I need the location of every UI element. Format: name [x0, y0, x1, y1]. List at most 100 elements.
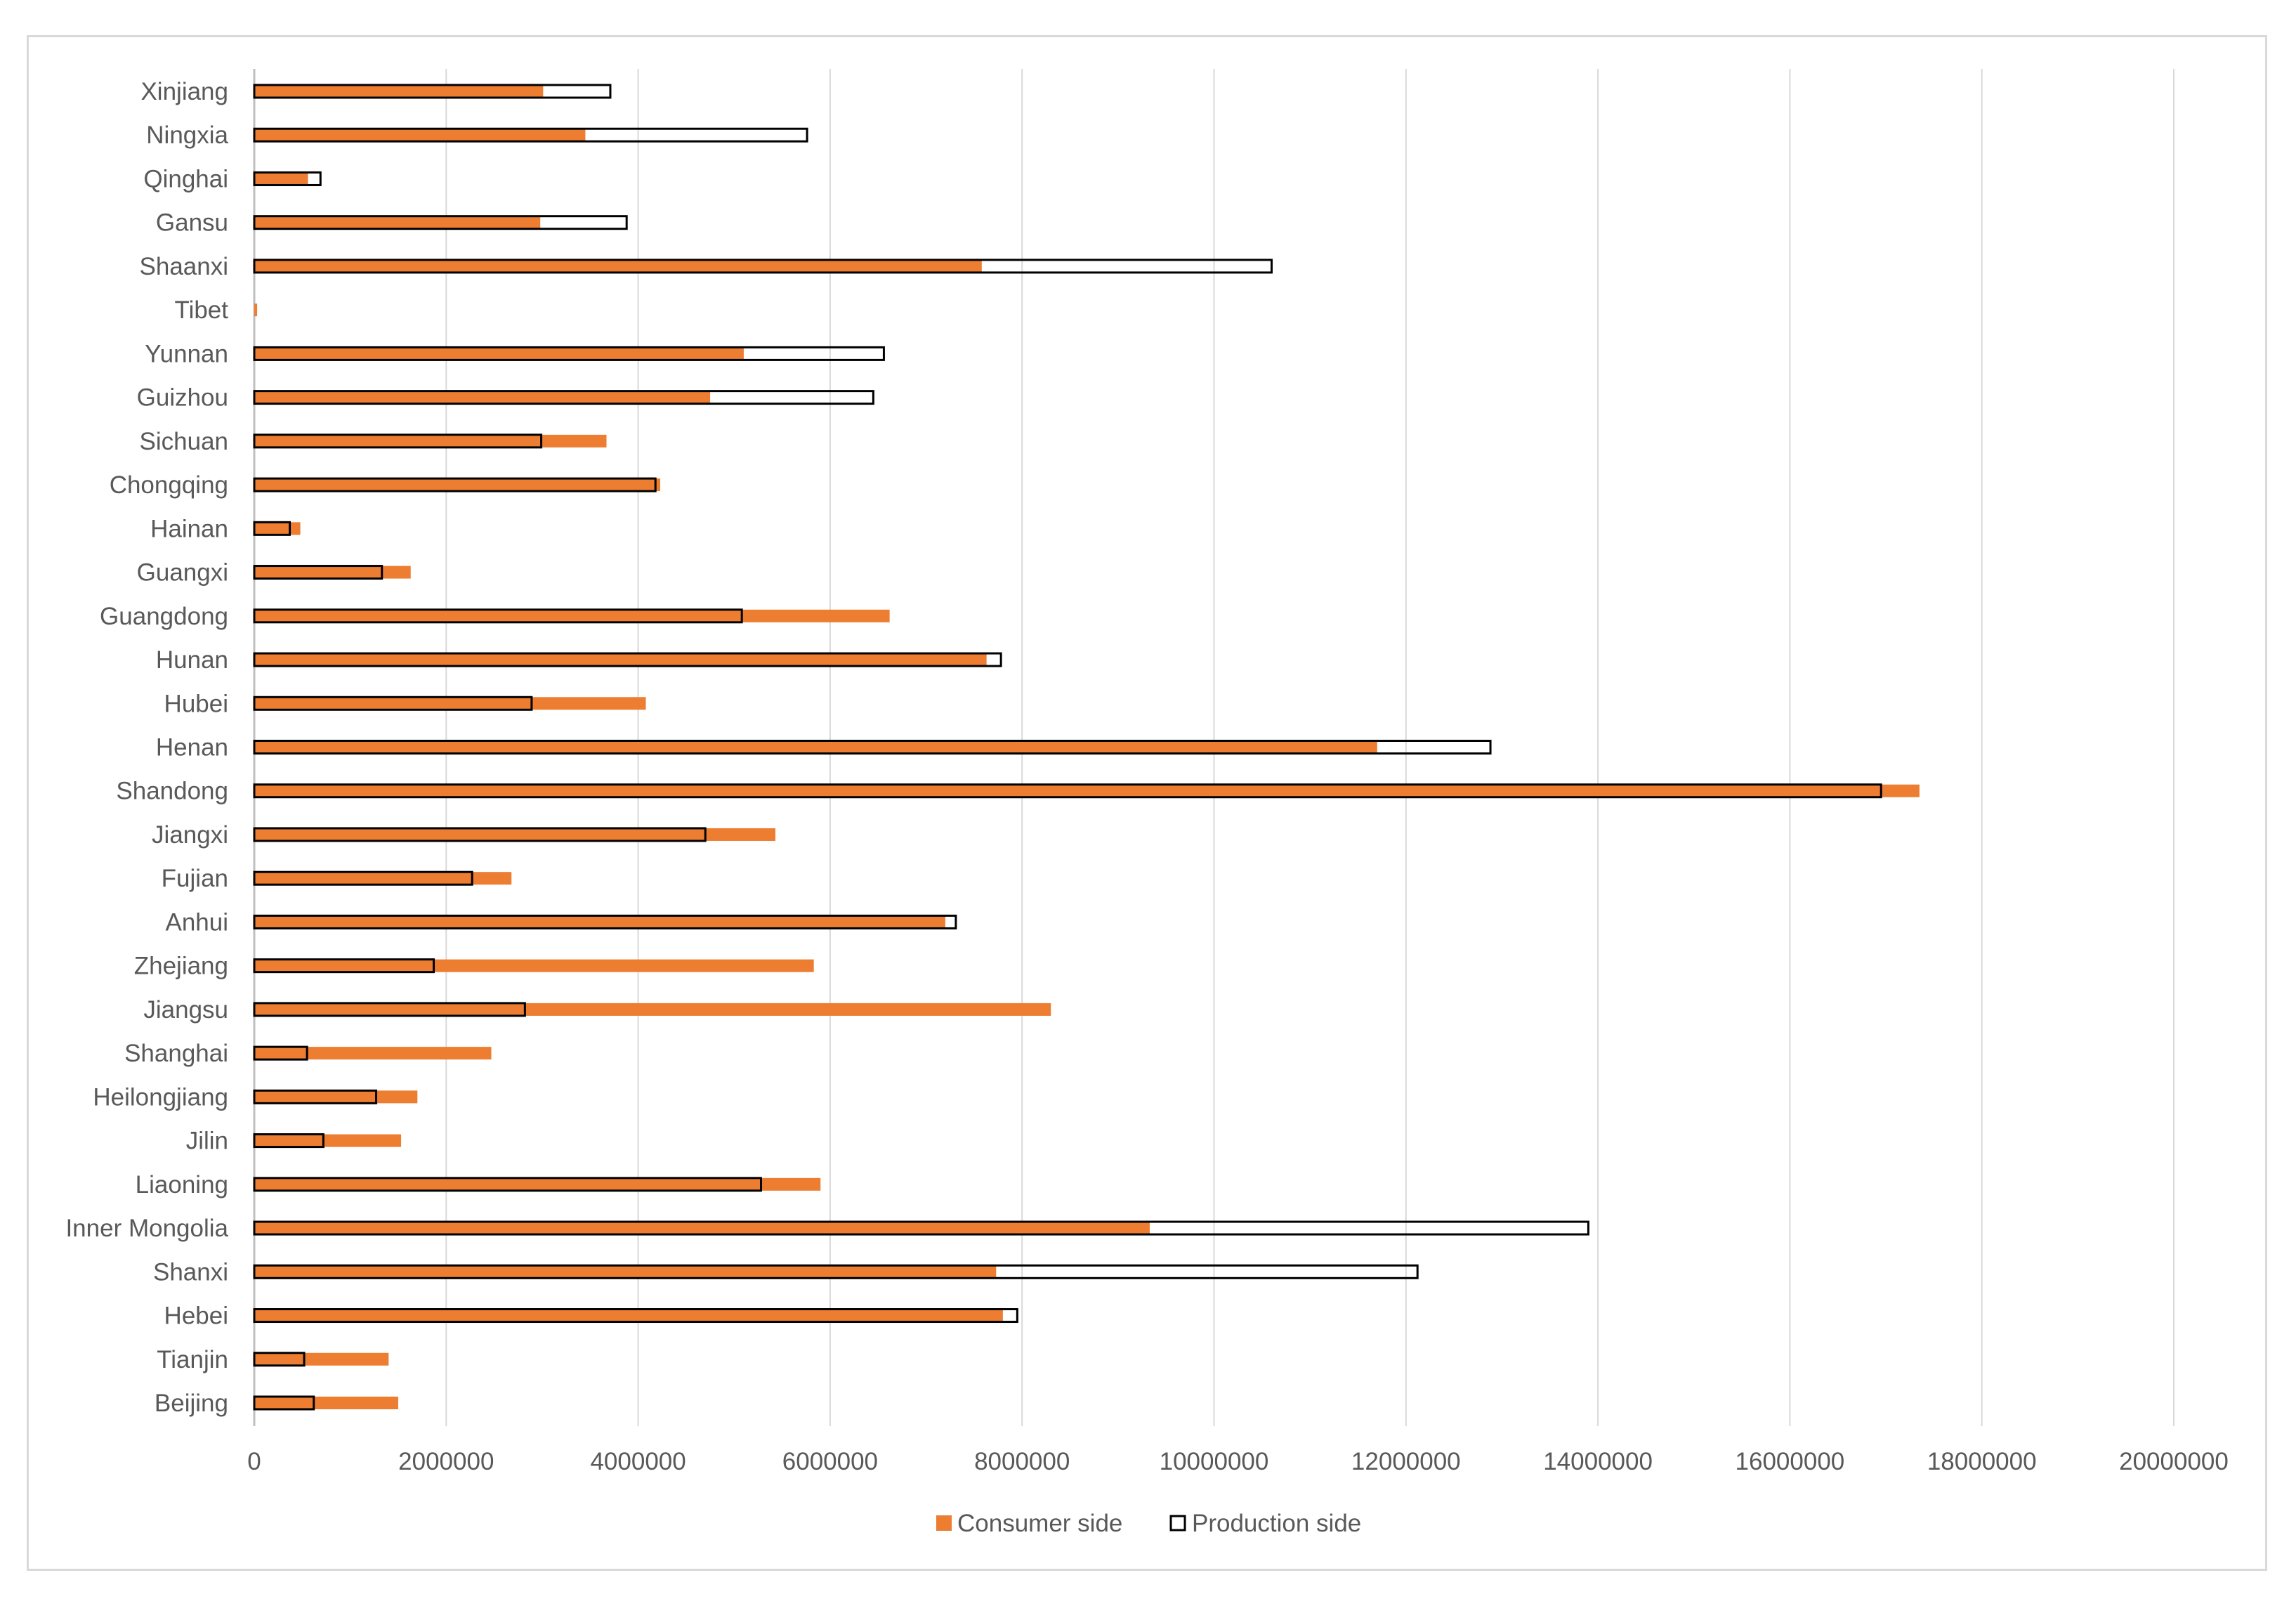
consumer-bar[interactable]	[254, 1090, 418, 1104]
bar-group-zhejiang[interactable]	[253, 958, 814, 974]
category-label: Anhui	[165, 908, 228, 936]
consumer-bar[interactable]	[254, 740, 1377, 754]
bar-group-jilin[interactable]	[253, 1133, 402, 1149]
bar-group-xinjiang[interactable]	[253, 84, 612, 99]
consumer-bar[interactable]	[254, 259, 982, 273]
production-bar[interactable]	[253, 1089, 378, 1104]
legend-item-consumer[interactable]: Consumer side	[936, 1510, 1122, 1537]
bar-group-sichuan[interactable]	[253, 433, 607, 449]
bar-group-fujian[interactable]	[253, 870, 512, 886]
bar-group-jiangxi[interactable]	[253, 827, 776, 842]
production-bar[interactable]	[253, 696, 533, 711]
consumer-bar[interactable]	[254, 391, 711, 404]
category-label: Heilongjiang	[93, 1083, 228, 1111]
legend-item-production[interactable]: Production side	[1169, 1510, 1361, 1537]
consumer-bar[interactable]	[254, 522, 301, 535]
consumer-bar[interactable]	[254, 478, 661, 492]
consumer-bar[interactable]	[254, 697, 646, 710]
production-bar[interactable]	[253, 958, 435, 974]
bar-group-jiangsu[interactable]	[253, 1002, 1051, 1017]
production-bar[interactable]	[253, 390, 874, 405]
production-bar[interactable]	[253, 1133, 324, 1149]
production-bar[interactable]	[253, 521, 291, 536]
consumer-bar[interactable]	[254, 1222, 1150, 1235]
production-bar[interactable]	[253, 870, 473, 886]
bar-group-shaanxi[interactable]	[253, 259, 1273, 274]
consumer-bar[interactable]	[254, 915, 945, 929]
production-bar[interactable]	[253, 1264, 1419, 1279]
consumer-bar[interactable]	[254, 653, 987, 667]
consumer-bar[interactable]	[254, 1309, 1003, 1322]
consumer-bar[interactable]	[254, 828, 776, 841]
production-bar[interactable]	[253, 827, 707, 842]
production-bar[interactable]	[253, 259, 1273, 274]
consumer-bar[interactable]	[254, 872, 512, 885]
production-bar[interactable]	[253, 1177, 763, 1192]
consumer-bar[interactable]	[254, 1352, 389, 1366]
bar-group-ningxia[interactable]	[253, 127, 808, 143]
consumer-bar[interactable]	[254, 129, 586, 142]
production-bar[interactable]	[253, 215, 628, 230]
bar-group-liaoning[interactable]	[253, 1177, 821, 1192]
production-bar[interactable]	[253, 346, 885, 361]
bar-group-guizhou[interactable]	[253, 390, 874, 405]
production-bar[interactable]	[253, 914, 957, 929]
consumer-bar[interactable]	[254, 1134, 402, 1147]
consumer-bar[interactable]	[254, 959, 814, 972]
bar-group-shanxi[interactable]	[253, 1264, 1419, 1279]
production-bar[interactable]	[253, 84, 612, 99]
bar-group-chongqing[interactable]	[253, 477, 661, 492]
bar-group-tibet[interactable]	[254, 303, 258, 317]
consumer-bar[interactable]	[254, 784, 1920, 797]
production-bar[interactable]	[253, 652, 1002, 667]
consumer-bar[interactable]	[254, 172, 308, 185]
consumer-bar[interactable]	[254, 609, 890, 622]
bar-group-hubei[interactable]	[253, 696, 646, 711]
bar-group-gansu[interactable]	[253, 215, 628, 230]
production-bar[interactable]	[253, 608, 743, 624]
production-bar[interactable]	[253, 433, 543, 449]
consumer-bar[interactable]	[254, 1003, 1051, 1016]
bar-group-hebei[interactable]	[253, 1308, 1018, 1324]
production-bar[interactable]	[253, 1045, 308, 1061]
consumer-bar[interactable]	[254, 303, 258, 317]
production-bar[interactable]	[253, 171, 322, 186]
consumer-bar[interactable]	[254, 216, 541, 229]
bar-group-shandong[interactable]	[253, 783, 1920, 799]
legend[interactable]: Consumer side Production side	[936, 1510, 1361, 1537]
production-bar[interactable]	[253, 565, 383, 580]
bar-group-qinghai[interactable]	[253, 171, 322, 186]
production-bar[interactable]	[253, 1395, 315, 1411]
production-bar[interactable]	[253, 1002, 526, 1017]
bar-group-guangdong[interactable]	[253, 608, 890, 624]
bar-group-yunnan[interactable]	[253, 346, 885, 361]
production-bar[interactable]	[253, 740, 1492, 755]
bar-group-hainan[interactable]	[253, 521, 301, 536]
production-bar[interactable]	[253, 477, 657, 492]
production-bar[interactable]	[253, 1308, 1018, 1324]
production-bar[interactable]	[253, 783, 1882, 799]
bar-group-beijing[interactable]	[253, 1395, 398, 1411]
production-bar[interactable]	[253, 127, 808, 143]
bar-group-shanghai[interactable]	[253, 1045, 492, 1061]
consumer-bar[interactable]	[254, 347, 744, 360]
category-label: Guizhou	[137, 384, 228, 412]
bar-group-guangxi[interactable]	[253, 565, 411, 580]
bar-group-henan[interactable]	[253, 740, 1492, 755]
consumer-bar[interactable]	[254, 1047, 492, 1060]
bar-group-anhui[interactable]	[253, 914, 957, 929]
bar-group-tianjin[interactable]	[253, 1352, 389, 1367]
category-label: Shanghai	[124, 1040, 228, 1067]
consumer-bar[interactable]	[254, 434, 607, 448]
consumer-bar[interactable]	[254, 1177, 821, 1191]
consumer-bar[interactable]	[254, 566, 411, 579]
consumer-bar[interactable]	[254, 85, 544, 98]
consumer-bar[interactable]	[254, 1265, 997, 1279]
category-label: Qinghai	[143, 165, 228, 192]
production-bar[interactable]	[253, 1352, 306, 1367]
consumer-bar[interactable]	[254, 1397, 398, 1409]
bar-group-inner-mongolia[interactable]	[253, 1220, 1589, 1236]
bar-group-hunan[interactable]	[253, 652, 1002, 667]
bar-group-heilongjiang[interactable]	[253, 1089, 418, 1104]
production-bar[interactable]	[253, 1220, 1589, 1236]
